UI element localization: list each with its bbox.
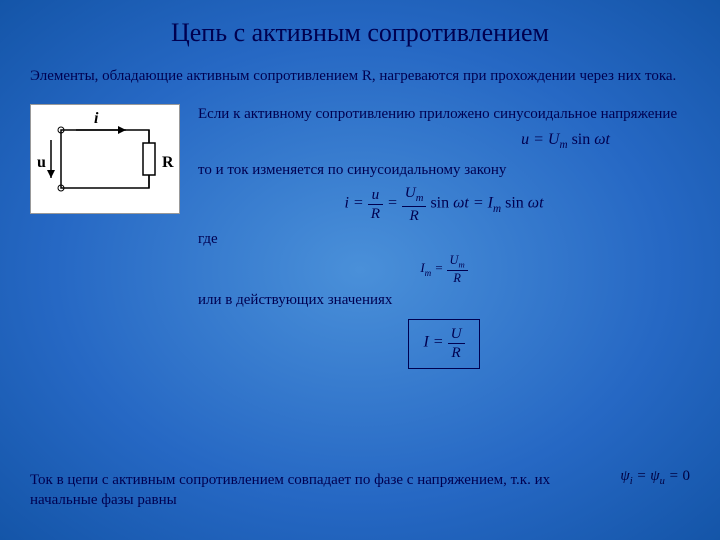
body-column: Если к активному сопротивлению приложено…	[198, 104, 690, 375]
conclusion-row: ψi = ψu = 0 Ток в цепи с активным сопрот…	[30, 470, 690, 511]
svg-text:i: i	[94, 110, 99, 127]
content-row: i u R Если к активному сопротивлению при…	[30, 104, 690, 375]
body-p1: Если к активному сопротивлению приложено…	[198, 104, 690, 125]
intro-text: Элементы, обладающие активным сопротивле…	[30, 66, 690, 86]
slide-title: Цепь с активным сопротивлением	[30, 18, 690, 48]
formula-phase: ψi = ψu = 0	[620, 468, 690, 487]
body-p2: то и ток изменяется по синусоидальному з…	[198, 160, 690, 181]
formula-im: Im = UmR	[198, 254, 690, 284]
body-where: где	[198, 229, 690, 250]
svg-text:R: R	[162, 154, 174, 171]
formula-current: i = uR = UmR sin ωt = Im sin ωt	[198, 185, 690, 223]
svg-text:u: u	[37, 154, 46, 171]
circuit-diagram: i u R	[30, 104, 180, 214]
body-p3: или в действующих значениях	[198, 290, 690, 311]
slide: Цепь с активным сопротивлением Элементы,…	[0, 0, 720, 540]
conclusion-text: Ток в цепи с активным сопротивлением сов…	[30, 470, 690, 511]
formula-irms-box: I = UR	[198, 315, 690, 368]
formula-voltage: u = Um sin ωt	[198, 129, 690, 154]
